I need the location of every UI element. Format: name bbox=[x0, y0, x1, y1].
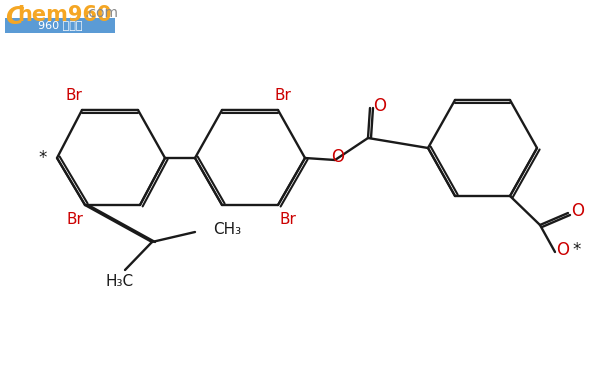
Text: C: C bbox=[5, 5, 24, 29]
Text: Br: Br bbox=[280, 211, 296, 226]
Text: O: O bbox=[332, 148, 344, 166]
Text: hem960: hem960 bbox=[17, 5, 111, 25]
Text: O: O bbox=[557, 241, 569, 259]
Text: Br: Br bbox=[275, 88, 292, 104]
Text: .com: .com bbox=[85, 6, 119, 20]
Text: *: * bbox=[39, 149, 47, 167]
Text: Br: Br bbox=[65, 88, 82, 104]
Text: *: * bbox=[573, 241, 581, 259]
Text: H₃C: H₃C bbox=[106, 274, 134, 290]
Text: Br: Br bbox=[67, 211, 83, 226]
FancyBboxPatch shape bbox=[5, 18, 115, 33]
Text: O: O bbox=[373, 97, 387, 115]
Text: 960 化工网: 960 化工网 bbox=[38, 20, 82, 30]
Text: CH₃: CH₃ bbox=[213, 222, 241, 237]
Text: O: O bbox=[572, 202, 584, 220]
